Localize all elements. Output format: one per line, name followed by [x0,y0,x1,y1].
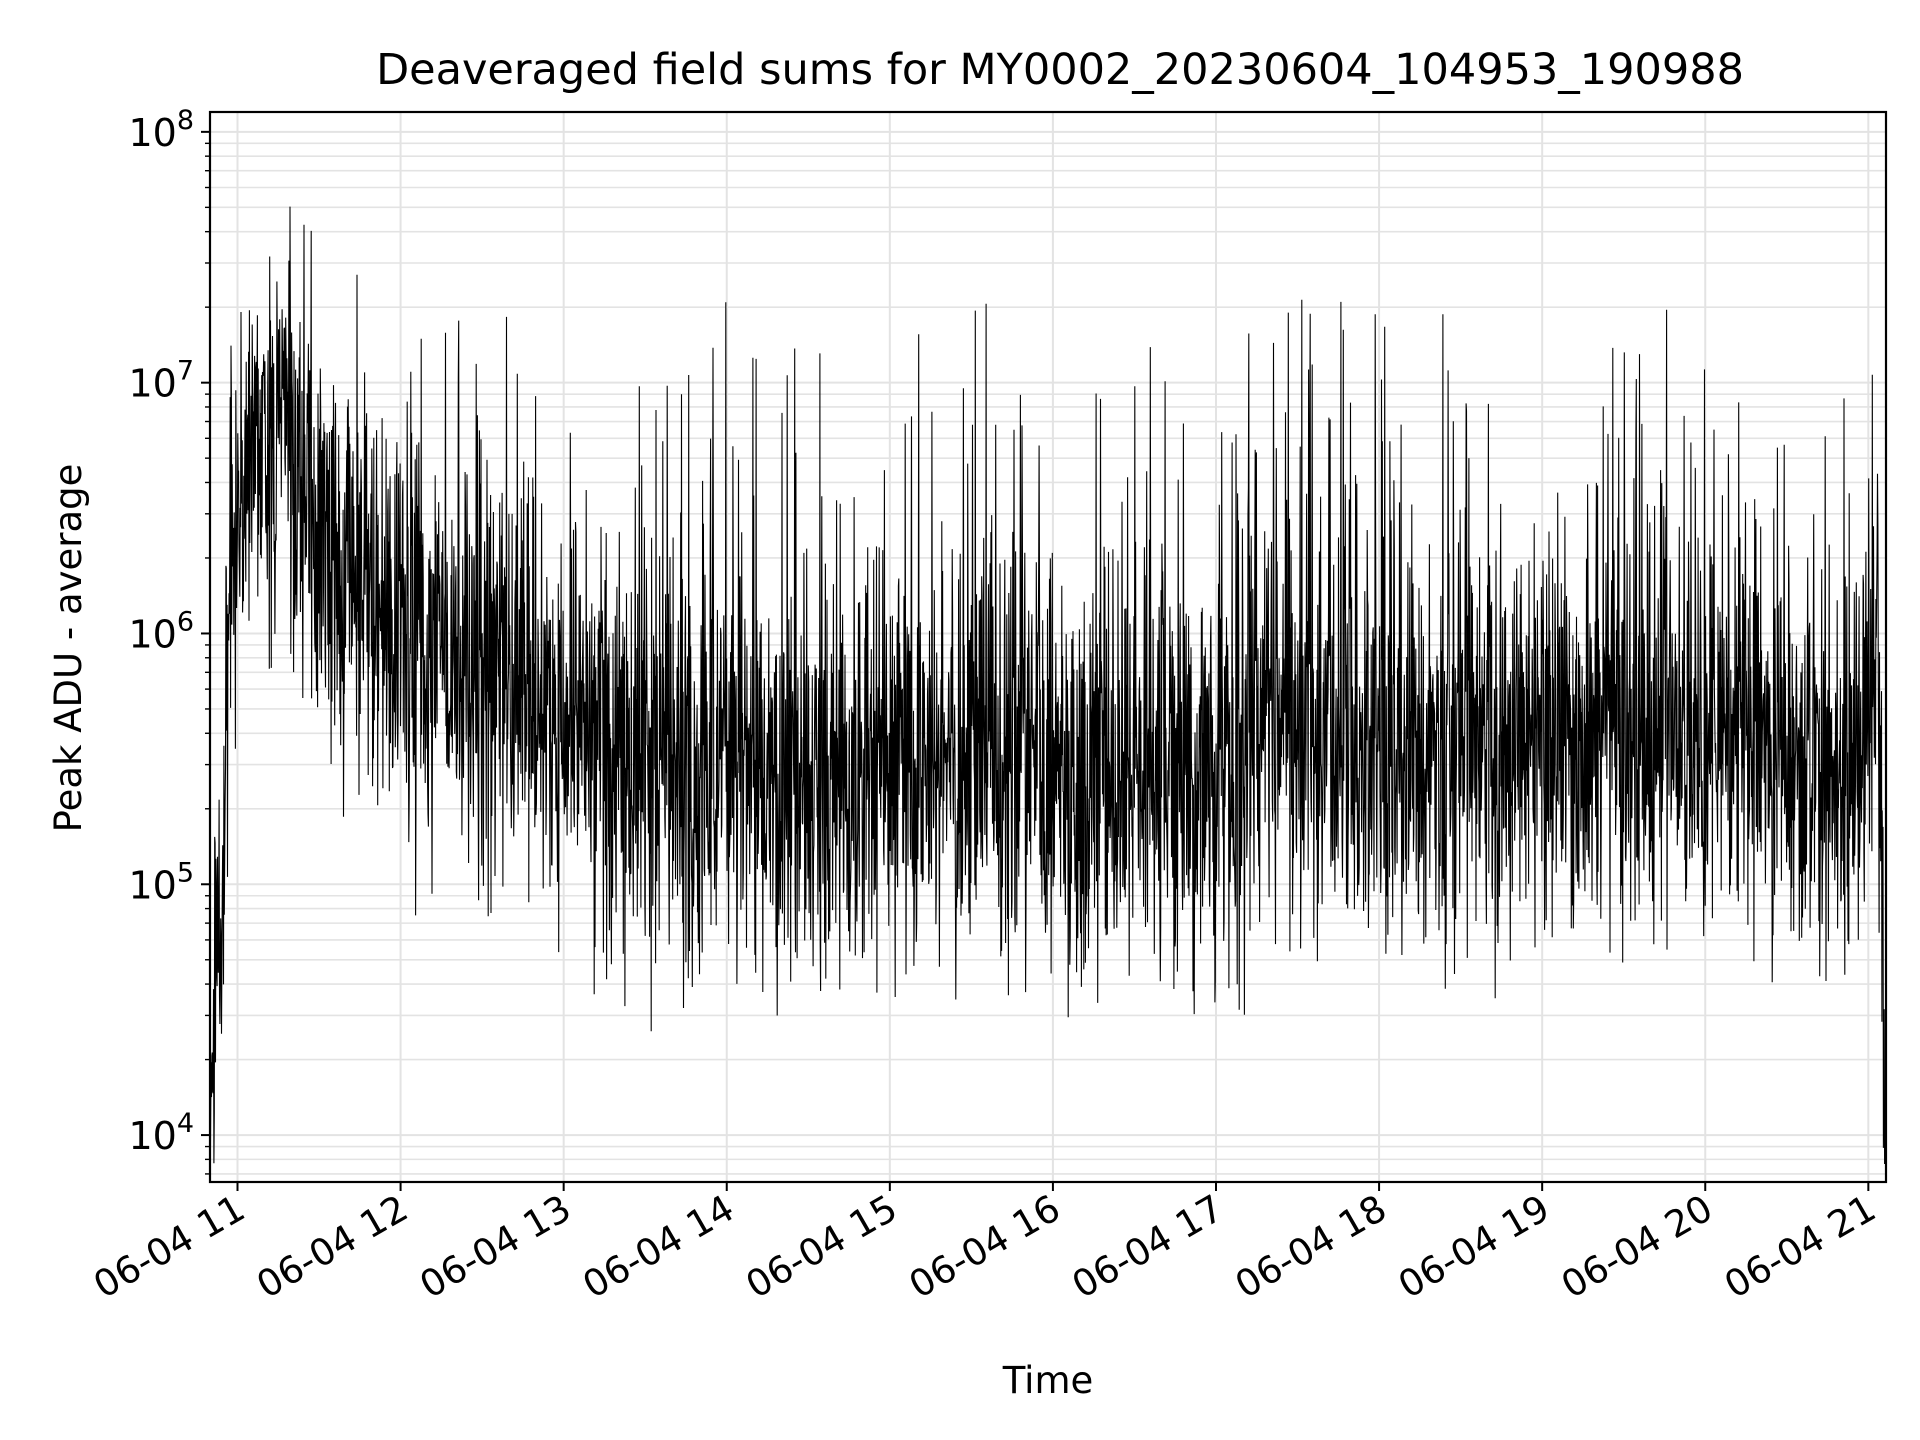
y-tick-exponent: 6 [177,606,194,637]
y-tick-base: 10 [128,1114,176,1158]
y-tick-base: 10 [128,111,176,155]
y-tick-exponent: 5 [177,857,194,888]
y-tick-base: 10 [128,362,176,406]
y-tick-label: 104 [128,1108,194,1158]
y-tick-exponent: 8 [177,105,194,136]
y-tick-base: 10 [128,612,176,656]
series-line [209,206,1886,1172]
y-tick-label: 108 [128,105,194,155]
y-tick-exponent: 7 [177,356,194,387]
x-axis-label: Time [1002,1359,1094,1402]
y-tick-label: 107 [128,356,194,406]
series-layer [209,206,1886,1172]
plot-frame [208,110,1888,1184]
y-tick-base: 10 [128,863,176,907]
y-tick-exponent: 4 [177,1108,194,1139]
y-tick-label: 105 [128,857,194,907]
chart-title: Deaveraged field sums for MY0002_2023060… [376,45,1744,95]
y-axis-label: Peak ADU - average [47,464,90,833]
y-tick-label: 106 [128,606,194,656]
